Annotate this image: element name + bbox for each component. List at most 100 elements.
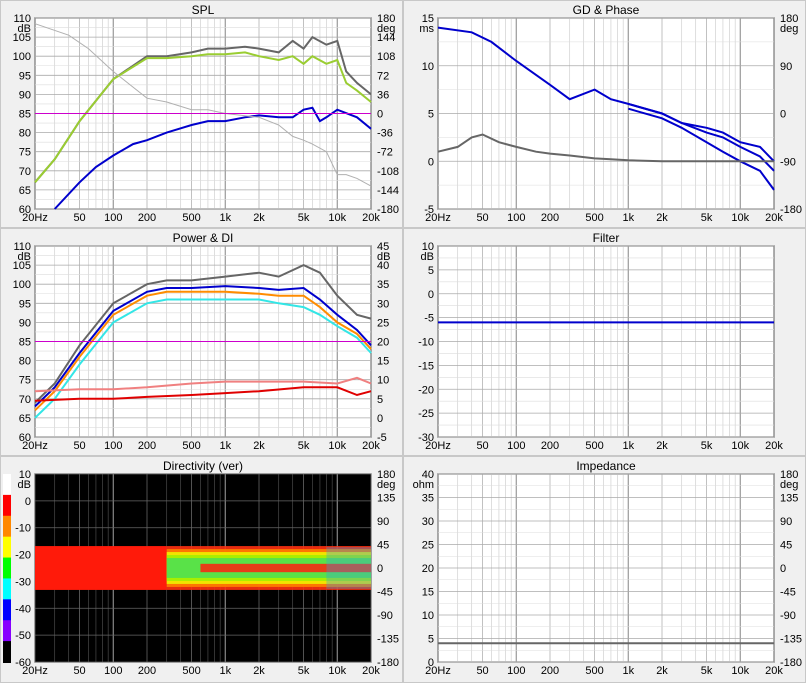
- y-tick-label: 105: [13, 32, 31, 44]
- x-tick-label: 1k: [622, 212, 634, 224]
- y2-tick-label: 0: [377, 563, 383, 575]
- panel-title: Filter: [593, 231, 620, 245]
- x-tick-label: 100: [104, 212, 122, 224]
- gd-phase-chart: GD & Phase151050-5ms180900-90-180deg20Hz…: [419, 3, 802, 224]
- x-tick-label: 2k: [656, 212, 668, 224]
- x-tick-label: 5k: [298, 665, 310, 677]
- directivity-chart: Directivity (ver)100-10-20-30-40-50-60dB…: [3, 459, 399, 677]
- y2-tick-label: 180: [377, 13, 395, 25]
- x-tick-label: 5k: [701, 212, 713, 224]
- x-tick-label: 10k: [328, 212, 346, 224]
- y-tick-label: 75: [19, 147, 31, 159]
- y2-tick-label: -90: [780, 610, 796, 622]
- y2-tick-label: 45: [377, 241, 389, 253]
- x-tick-label: 50: [476, 665, 488, 677]
- x-tick-label: 50: [73, 440, 85, 452]
- y-unit-label: dB: [18, 479, 31, 491]
- series-line-5: [34, 376, 372, 393]
- y-tick-label: 5: [428, 265, 434, 277]
- y-tick-label: 0: [25, 496, 31, 508]
- y-tick-label: 5: [428, 109, 434, 121]
- grid: [437, 473, 775, 663]
- x-tick-label: 5k: [701, 665, 713, 677]
- x-tick-label: 5k: [298, 440, 310, 452]
- y-tick-label: 65: [19, 185, 31, 197]
- x-tick-label: 100: [507, 665, 525, 677]
- y-tick-label: 85: [19, 109, 31, 121]
- y2-tick-label: -180: [377, 204, 399, 216]
- x-tick-label: 200: [138, 665, 156, 677]
- y2-unit-label: dB: [377, 251, 390, 263]
- filter-panel: Filter 10 5 0 -5 -10 -15 -20 -25 -30 dB 20Hz 50 100 20…: [403, 228, 806, 456]
- y-tick-label: 80: [19, 356, 31, 368]
- x-tick-label: 10k: [731, 440, 749, 452]
- series-line-1: [34, 285, 372, 408]
- y2-tick-label: -5: [377, 432, 387, 444]
- y-tick-label: -50: [15, 630, 31, 642]
- y2-tick-label: 180: [780, 469, 798, 481]
- series-line-0: [437, 26, 775, 172]
- x-tick-label: 10k: [731, 665, 749, 677]
- y2-tick-label: 0: [377, 413, 383, 425]
- y-tick-label: 100: [13, 279, 31, 291]
- x-tick-label: 100: [507, 212, 525, 224]
- directivity-panel: Directivity (ver) 10 0 -10 -20 -30 -40 -50 -60 dB…: [0, 456, 403, 683]
- y-tick-label: 10: [422, 610, 434, 622]
- y2-tick-label: -135: [377, 634, 399, 646]
- power-di-panel: Power & DI 110 105 100 95 90 85 80 75 70 65 60 dB 45 4…: [0, 228, 403, 456]
- x-tick-label: 20k: [765, 440, 783, 452]
- y2-tick-label: 90: [780, 516, 792, 528]
- y2-tick-label: -180: [377, 657, 399, 669]
- y2-tick-label: -36: [377, 128, 393, 140]
- x-tick-label: 50: [73, 665, 85, 677]
- y-tick-label: -5: [424, 313, 434, 325]
- y2-tick-label: 90: [377, 516, 389, 528]
- x-tick-label: 10k: [731, 212, 749, 224]
- x-tick-label: 1k: [219, 212, 231, 224]
- y-tick-label: -30: [15, 576, 31, 588]
- power-di-chart: Power & DI1101051009590858075706560dB454…: [13, 231, 391, 452]
- y2-tick-label: 10: [377, 375, 389, 387]
- y-tick-label: 85: [19, 337, 31, 349]
- y-tick-label: 100: [13, 51, 31, 63]
- x-tick-label: 500: [585, 440, 603, 452]
- x-tick-label: 20k: [362, 212, 380, 224]
- y-tick-label: 30: [422, 516, 434, 528]
- y2-tick-label: 0: [780, 109, 786, 121]
- panel-title: GD & Phase: [573, 3, 640, 17]
- x-tick-label: 5k: [701, 440, 713, 452]
- x-tick-label: 500: [182, 665, 200, 677]
- x-tick-label: 100: [104, 440, 122, 452]
- y2-tick-label: -144: [377, 185, 399, 197]
- y2-tick-label: -72: [377, 147, 393, 159]
- grid: [437, 17, 775, 210]
- x-tick-label: 20Hz: [22, 212, 48, 224]
- gd-phase-panel: GD & Phase 15 10 5 0 -5 ms 180 90 0 -90 -180 deg 20Hz…: [403, 0, 806, 228]
- y-tick-label: 5: [428, 634, 434, 646]
- y-tick-label: -10: [418, 337, 434, 349]
- y-tick-label: 70: [19, 166, 31, 178]
- panel-title: Impedance: [576, 459, 636, 473]
- x-tick-label: 50: [73, 212, 85, 224]
- x-tick-label: 20k: [362, 440, 380, 452]
- y-tick-label: 10: [422, 61, 434, 73]
- panel-title: Power & DI: [173, 231, 234, 245]
- y-tick-label: -10: [15, 523, 31, 535]
- x-tick-label: 2k: [253, 665, 265, 677]
- y-tick-label: 75: [19, 375, 31, 387]
- y-tick-label: 60: [19, 432, 31, 444]
- y-tick-label: 20: [422, 563, 434, 575]
- x-tick-label: 2k: [253, 440, 265, 452]
- x-tick-label: 100: [104, 665, 122, 677]
- x-tick-label: 100: [507, 440, 525, 452]
- x-tick-label: 50: [476, 212, 488, 224]
- y-tick-label: 15: [422, 13, 434, 25]
- x-tick-label: 20Hz: [22, 665, 48, 677]
- y2-tick-label: 135: [377, 493, 395, 505]
- x-tick-label: 5k: [298, 212, 310, 224]
- y2-tick-label: -90: [780, 156, 796, 168]
- x-tick-label: 1k: [622, 665, 634, 677]
- y-unit-label: dB: [421, 251, 434, 263]
- y-unit-label: dB: [18, 23, 31, 35]
- y2-tick-label: -180: [780, 204, 802, 216]
